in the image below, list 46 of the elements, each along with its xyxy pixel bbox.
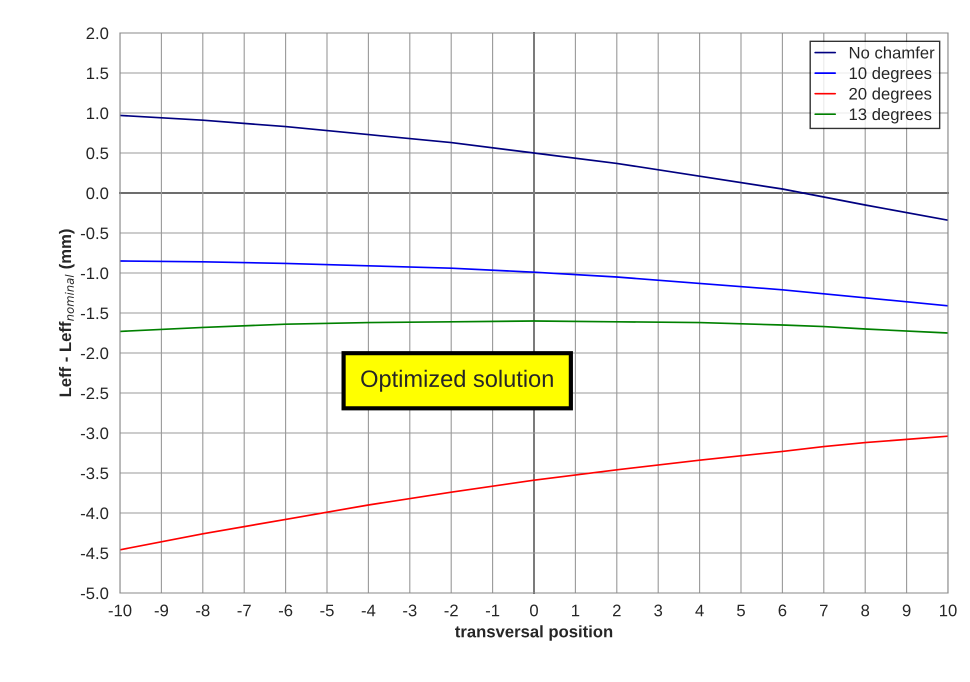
y-tick-label: -4.5: [80, 548, 108, 560]
y-tick-label: 0.5: [86, 147, 108, 160]
y-tick-label: -2.5: [80, 387, 108, 400]
y-tick-label: 1.0: [86, 107, 108, 120]
x-tick-label: -2: [444, 604, 458, 616]
legend-label: No chamfer: [850, 46, 934, 59]
y-tick-label: -1.0: [80, 267, 108, 280]
x-tick-label: 9: [902, 604, 910, 616]
x-tick-label: 6: [778, 604, 786, 616]
y-axis-title: Leff - Leff$_{nominal}$ (mm): [58, 229, 74, 396]
legend-label: 10 degrees: [850, 66, 932, 82]
y-tick-label: -3.5: [80, 467, 108, 480]
y-tick-label: 1.5: [86, 68, 108, 80]
legend-label: 20 degrees: [849, 87, 932, 103]
annotation: Optimized solution: [361, 370, 553, 392]
x-tick-label: -8: [196, 604, 210, 616]
x-tick-label: -3: [403, 604, 416, 616]
x-tick-label: 10: [940, 604, 957, 616]
line-series: [120, 260, 948, 307]
x-tick-label: 4: [695, 604, 704, 616]
legend-label: 13 degrees: [850, 108, 932, 124]
y-tick-label: -0.5: [80, 227, 108, 240]
x-tick-label: 1: [572, 604, 580, 616]
x-tick-label: 2: [613, 604, 621, 616]
y-tick-label: -1.5: [80, 308, 108, 320]
y-tick-label: -5.0: [80, 587, 108, 600]
y-tick-label: -4.0: [80, 507, 108, 520]
line-series: [120, 435, 948, 551]
y-tick-label: 0.0: [86, 187, 108, 200]
x-tick-label: -9: [154, 604, 168, 616]
x-tick-label: -6: [278, 604, 292, 616]
x-tick-label: 3: [654, 604, 662, 616]
x-tick-label: 5: [737, 604, 745, 616]
y-tick-label: 2.0: [86, 27, 108, 40]
x-tick-label: -7: [238, 604, 251, 616]
x-tick-label: -1: [486, 604, 500, 616]
y-tick-label: -3.0: [80, 427, 108, 440]
x-tick-label: 8: [861, 604, 870, 616]
y-tick-label: -2.0: [80, 347, 108, 360]
x-tick-label: 7: [820, 604, 828, 616]
line-series: [120, 320, 948, 334]
x-tick-label: 0: [530, 604, 538, 616]
x-tick-label: -10: [108, 604, 132, 616]
x-tick-label: -4: [362, 604, 376, 616]
x-tick-label: -5: [320, 604, 334, 616]
x-axis-title: transversal position: [455, 625, 612, 641]
